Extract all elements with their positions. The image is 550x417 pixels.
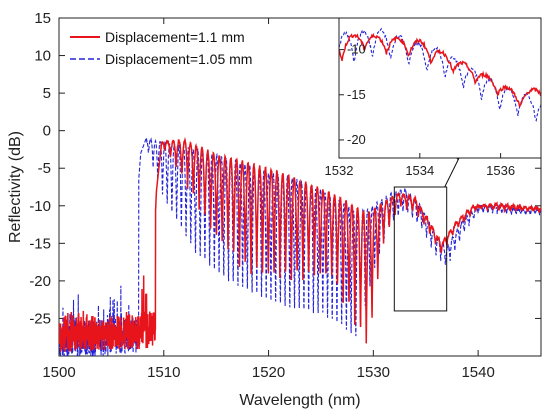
inset-series-line-1 (339, 32, 541, 109)
zoom-box (393, 186, 448, 312)
plot-frame (58, 17, 542, 357)
inset-y-tick-label: -10 (347, 42, 366, 57)
y-tick-label: -5 (38, 160, 51, 177)
y-tick-label: -10 (29, 198, 51, 215)
x-tick-label: 1520 (252, 364, 285, 381)
inset-plot: 1532 1534 1536 -10 -15 -20 (325, 17, 542, 178)
legend-entry-1: Displacement=1.1 mm (105, 29, 245, 45)
x-tick-label: 1540 (461, 364, 494, 381)
inset-y-tick-label: -15 (347, 87, 366, 102)
series-line-2 (59, 136, 541, 356)
x-axis-label: Wavelength (nm) (239, 392, 360, 409)
x-tick-label: 1530 (357, 364, 390, 381)
y-tick-label: 5 (43, 85, 51, 102)
inset-frame (338, 17, 542, 159)
inset-x-tick-label: 1532 (325, 163, 354, 178)
y-tick-label: 0 (43, 123, 51, 140)
y-tick-label: -20 (29, 273, 51, 290)
legend: Displacement=1.1 mm Displacement=1.05 mm (70, 29, 252, 67)
y-tick-label: 15 (34, 10, 51, 27)
x-tick-label: 1510 (147, 364, 180, 381)
main-series-group (59, 136, 541, 356)
y-axis-label: Reflectivity (dB) (7, 131, 24, 243)
legend-entry-2: Displacement=1.05 mm (105, 51, 252, 67)
y-tick-label: 10 (34, 48, 51, 65)
inset-series-line-2 (339, 27, 541, 122)
inset-x-tick-label: 1534 (405, 163, 434, 178)
y-tick-label: -15 (29, 235, 51, 252)
inset-series-group (339, 27, 541, 122)
inset-x-tick-label: 1536 (486, 163, 515, 178)
inset-axes: 1532 1534 1536 -10 -15 -20 (325, 17, 542, 178)
x-tick-label: 1500 (42, 364, 75, 381)
inset-y-tick-label: -20 (347, 132, 366, 147)
series-line-1 (59, 136, 541, 352)
y-tick-label: -25 (29, 310, 51, 327)
